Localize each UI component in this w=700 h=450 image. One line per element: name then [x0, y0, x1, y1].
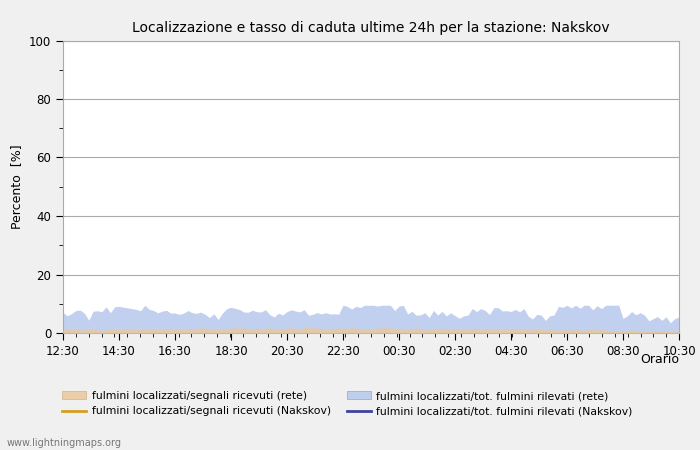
- Y-axis label: Percento  [%]: Percento [%]: [10, 144, 23, 229]
- Text: www.lightningmaps.org: www.lightningmaps.org: [7, 437, 122, 447]
- Text: Orario: Orario: [640, 353, 679, 366]
- Title: Localizzazione e tasso di caduta ultime 24h per la stazione: Nakskov: Localizzazione e tasso di caduta ultime …: [132, 21, 610, 35]
- Legend: fulmini localizzati/segnali ricevuti (rete), fulmini localizzati/segnali ricevut: fulmini localizzati/segnali ricevuti (re…: [62, 391, 633, 417]
